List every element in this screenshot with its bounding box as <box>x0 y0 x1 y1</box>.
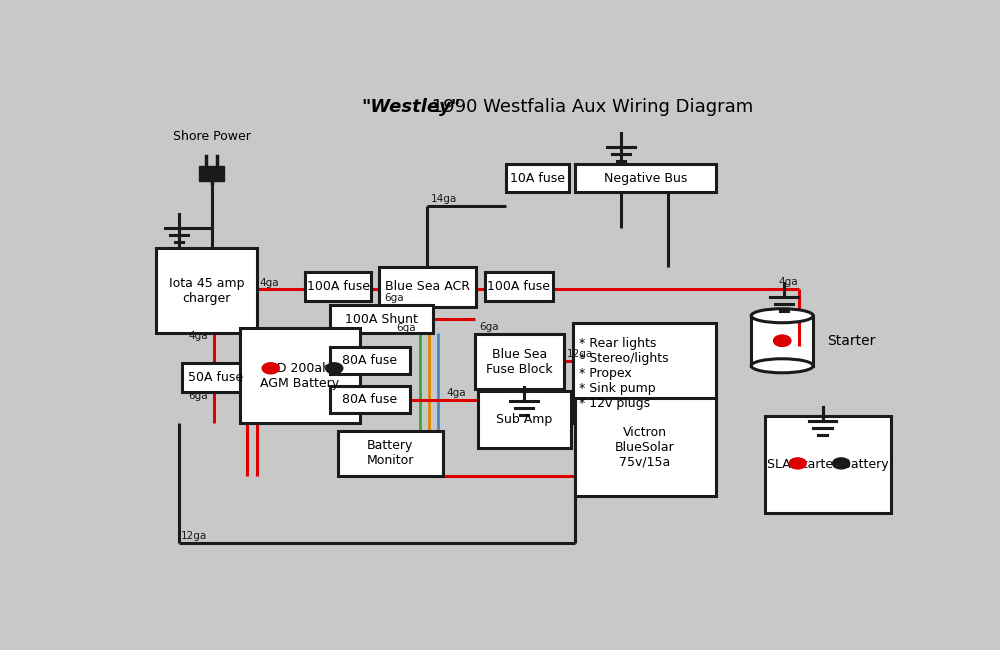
Text: 6ga: 6ga <box>385 293 404 303</box>
Ellipse shape <box>751 309 813 323</box>
Circle shape <box>833 458 850 469</box>
FancyBboxPatch shape <box>475 334 564 389</box>
Text: Victron
BlueSolar
75v/15a: Victron BlueSolar 75v/15a <box>615 426 675 469</box>
FancyBboxPatch shape <box>305 272 371 301</box>
FancyBboxPatch shape <box>575 164 716 192</box>
FancyBboxPatch shape <box>573 323 716 423</box>
Text: 6ga: 6ga <box>479 322 499 332</box>
Text: 12ga: 12ga <box>181 531 207 541</box>
FancyBboxPatch shape <box>379 266 476 307</box>
Circle shape <box>326 363 343 374</box>
FancyBboxPatch shape <box>478 391 571 448</box>
FancyBboxPatch shape <box>338 431 443 476</box>
Text: 6ga: 6ga <box>396 323 416 333</box>
Text: 4ga: 4ga <box>189 331 208 341</box>
FancyBboxPatch shape <box>574 398 716 496</box>
Text: Shore Power: Shore Power <box>173 130 251 143</box>
FancyBboxPatch shape <box>765 416 891 514</box>
Bar <box>199 166 224 181</box>
Text: 80A fuse: 80A fuse <box>342 393 397 406</box>
Text: 14ga: 14ga <box>431 194 457 204</box>
Text: 50A fuse: 50A fuse <box>188 371 243 384</box>
Text: 6ga: 6ga <box>189 391 208 401</box>
Text: * Rear lights
* Stereo/lights
* Propex
* Sink pump
* 12v plugs: * Rear lights * Stereo/lights * Propex *… <box>579 337 669 410</box>
Text: 1990 Westfalia Aux Wiring Diagram: 1990 Westfalia Aux Wiring Diagram <box>426 98 753 116</box>
FancyBboxPatch shape <box>485 272 553 301</box>
Text: 100A Shunt: 100A Shunt <box>345 313 418 326</box>
FancyBboxPatch shape <box>330 386 410 413</box>
FancyBboxPatch shape <box>506 164 569 192</box>
Text: Blue Sea
Fuse Block: Blue Sea Fuse Block <box>486 348 553 376</box>
FancyBboxPatch shape <box>240 328 360 423</box>
FancyBboxPatch shape <box>330 347 410 374</box>
Text: Starter: Starter <box>827 333 876 348</box>
Text: Blue Sea ACR: Blue Sea ACR <box>385 280 470 293</box>
Text: 4ga: 4ga <box>778 277 798 287</box>
FancyBboxPatch shape <box>156 248 257 333</box>
Text: Battery
Monitor: Battery Monitor <box>367 439 414 467</box>
Text: 100A fuse: 100A fuse <box>307 280 370 293</box>
Text: 12ga: 12ga <box>567 349 593 359</box>
Text: SLA Starter Battery: SLA Starter Battery <box>767 458 889 471</box>
Text: Negative Bus: Negative Bus <box>604 172 687 185</box>
Text: 10A fuse: 10A fuse <box>510 172 565 185</box>
Text: Sub Amp: Sub Amp <box>496 413 552 426</box>
Text: 4D 200ah
AGM Battery: 4D 200ah AGM Battery <box>260 362 339 390</box>
Circle shape <box>262 363 279 374</box>
Text: 4ga: 4ga <box>447 388 466 398</box>
Circle shape <box>789 458 806 469</box>
Text: 80A fuse: 80A fuse <box>342 354 397 367</box>
Bar <box>751 316 813 366</box>
Text: Iota 45 amp
charger: Iota 45 amp charger <box>169 277 244 305</box>
Circle shape <box>774 335 791 346</box>
Ellipse shape <box>751 359 813 373</box>
FancyBboxPatch shape <box>330 306 433 333</box>
FancyBboxPatch shape <box>182 363 249 392</box>
Text: "Westley": "Westley" <box>361 98 461 116</box>
Circle shape <box>774 335 791 346</box>
Text: 100A fuse: 100A fuse <box>487 280 550 293</box>
Text: 4ga: 4ga <box>260 278 279 288</box>
